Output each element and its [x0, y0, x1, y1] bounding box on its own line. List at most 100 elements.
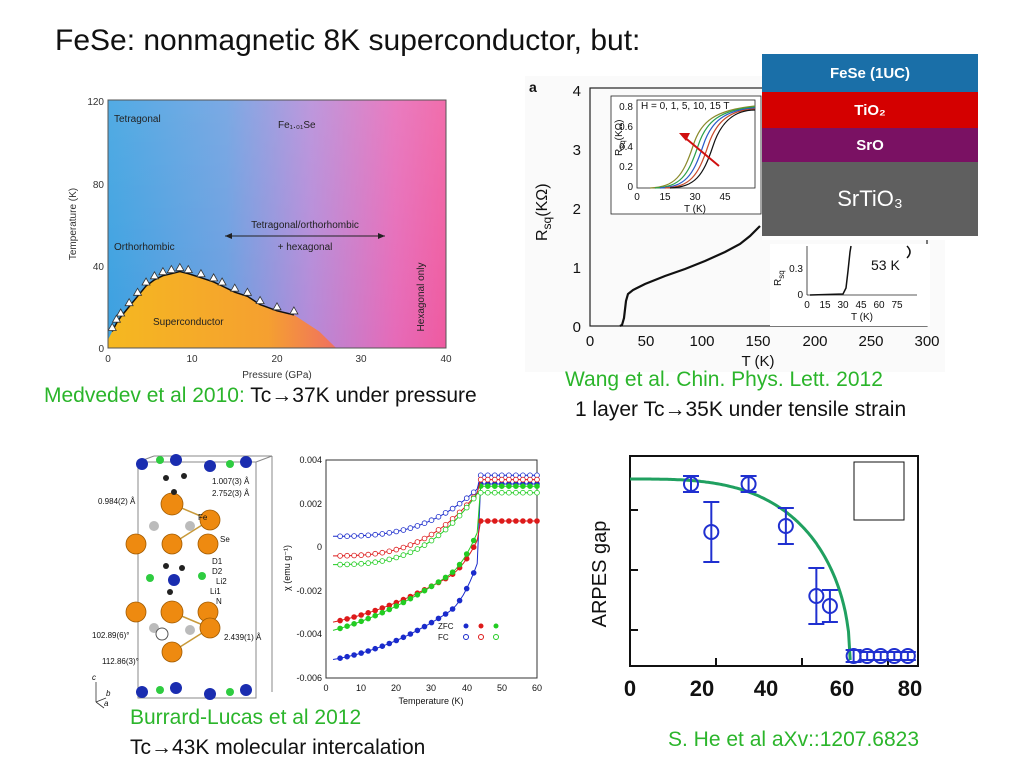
arpes-fit-curve [630, 477, 852, 661]
chi-point [344, 552, 350, 559]
inset-field [610, 95, 762, 215]
panel-label: a [529, 79, 537, 95]
chi-point [365, 610, 371, 616]
chi-curve [332, 485, 537, 631]
inset2-xtick: 75 [891, 300, 903, 311]
chi-point [463, 551, 470, 557]
label-compound: Fe₁.₀₁Se [278, 120, 316, 131]
tc-curve [111, 270, 295, 332]
xtick: 20 [690, 676, 714, 701]
chi-point [456, 512, 463, 519]
legend-fc: FC [438, 633, 449, 642]
chi-point [428, 517, 435, 523]
tc-marker [183, 264, 193, 273]
tc-marker [149, 270, 160, 280]
inset1-xlabel: T (K) [684, 204, 706, 215]
chi-point [506, 476, 512, 483]
chi-point [442, 611, 449, 617]
chi-point [534, 489, 540, 496]
tc-marker [124, 297, 134, 307]
ytick: 40 [93, 262, 105, 273]
chi-point [456, 597, 463, 604]
chi-point [414, 539, 421, 545]
arpes-point [740, 476, 757, 492]
chi-point [470, 570, 477, 576]
chi-point [337, 533, 343, 540]
chi-point [428, 531, 435, 538]
chi-curve [332, 483, 537, 660]
chi-point [372, 550, 378, 557]
chi-point [393, 528, 400, 535]
inset2-xtick: 30 [837, 300, 849, 311]
chi-point [492, 476, 498, 483]
inset1-legend: H = 0, 1, 5, 10, 15 T [641, 101, 729, 112]
chi-point [407, 631, 414, 637]
arpes-point [682, 476, 699, 492]
chi-point [520, 518, 526, 524]
chi-point [379, 605, 386, 611]
chi-point [386, 606, 393, 613]
y-axis-label: χ (emu g⁻¹) [282, 545, 292, 591]
xtick: 10 [356, 683, 366, 693]
y-axis-label: Rsq(KΩ) [534, 183, 554, 241]
chi-point [372, 559, 378, 565]
label-fe: Fe [198, 513, 208, 522]
label-axis-c: c [92, 673, 96, 682]
xtick: 30 [355, 354, 367, 365]
chi-point [485, 518, 491, 524]
chi-point [400, 527, 407, 533]
chi-point [428, 583, 435, 590]
inset1-ytick: 0.6 [619, 122, 633, 133]
chi-point [400, 599, 407, 606]
chi-point [414, 546, 421, 552]
caption-medvedev: Medvedev et al 2010: Tc→37K under pressu… [44, 384, 477, 408]
inset1-xtick: 45 [719, 192, 731, 203]
arpes-point [899, 648, 916, 664]
chi-point [499, 518, 505, 524]
ytick: 120 [87, 97, 104, 108]
ytick: 0 [317, 542, 322, 552]
tc-marker [289, 306, 299, 315]
chi-point [435, 532, 442, 539]
arpes-point [703, 524, 720, 540]
chi-point [513, 489, 519, 496]
chi-point [470, 537, 477, 544]
tc-marker [141, 277, 151, 286]
chi-point [442, 510, 449, 516]
susceptibility-plot: 0.004 0.002 0 -0.002 -0.004 -0.006 0 10 … [282, 455, 542, 706]
chi-point [400, 552, 407, 558]
chi-point [344, 623, 350, 630]
inset1-xtick: 30 [689, 192, 701, 203]
chi-point [520, 483, 526, 489]
chi-point [506, 518, 512, 524]
chi-point [365, 532, 371, 539]
chi-point [393, 554, 400, 561]
legend-zfc: ZFC [438, 622, 454, 631]
label-hex-plus: + hexagonal [278, 242, 333, 253]
caption-medvedev-note: Tc→37K under pressure [244, 384, 477, 407]
chi-point [513, 518, 519, 524]
xtick: 80 [898, 676, 922, 701]
chi-point [414, 523, 421, 529]
chi-point [527, 489, 533, 496]
label-d3: 0.984(2) Å [98, 497, 136, 506]
chi-point [534, 483, 540, 489]
tc-marker [107, 322, 117, 331]
chi-point [400, 544, 407, 551]
label-orthorhombic: Orthorhombic [114, 242, 175, 253]
chi-point [485, 483, 491, 489]
layer-tio2: TiO₂ [762, 92, 978, 128]
label-se: Se [220, 535, 230, 544]
inset-box [853, 461, 905, 521]
chi-point [379, 531, 386, 537]
chi-point [351, 561, 357, 567]
chi-point [407, 525, 414, 531]
arpes-plot: 0 20 40 60 80 ARPES gap [589, 455, 922, 701]
xtick: 0 [624, 676, 636, 701]
label-d1: 1.007(3) Å [212, 477, 250, 486]
layer-srtio3: SrTiO₃ [762, 162, 978, 236]
ytick: 80 [93, 180, 105, 191]
y-axis-label: Temperature (K) [68, 188, 79, 260]
chi-point [337, 553, 343, 559]
chi-point [393, 637, 400, 644]
